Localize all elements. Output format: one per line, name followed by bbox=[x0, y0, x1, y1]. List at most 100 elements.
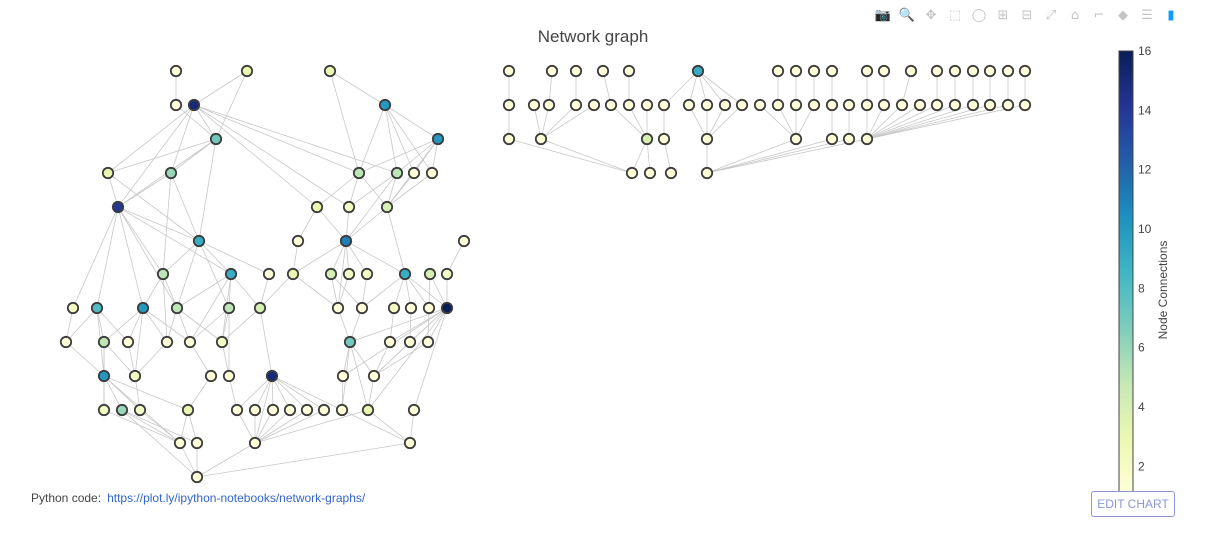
graph-node bbox=[983, 98, 997, 112]
colorbar: 2 4 6 8 10 12 14 16 bbox=[1118, 44, 1152, 497]
graph-node bbox=[164, 166, 178, 180]
edit-chart-button[interactable]: EDIT CHART bbox=[1091, 491, 1175, 517]
graph-edge bbox=[162, 172, 172, 275]
graph-edge bbox=[697, 70, 726, 106]
lasso-select-icon[interactable]: ◯ bbox=[971, 7, 987, 23]
graph-node bbox=[421, 335, 435, 349]
graph-node bbox=[596, 64, 610, 78]
graph-edge bbox=[117, 206, 144, 309]
spike-lines-icon[interactable]: ⌐ bbox=[1093, 7, 1105, 23]
graph-node bbox=[657, 132, 671, 146]
graph-edge bbox=[107, 104, 195, 174]
graph-edge bbox=[117, 206, 232, 275]
graph-edge bbox=[189, 273, 232, 343]
plotly-logo-icon[interactable]: ▮ bbox=[1167, 7, 1175, 23]
graph-node bbox=[682, 98, 696, 112]
graph-node bbox=[771, 98, 785, 112]
graph-edge bbox=[162, 240, 200, 275]
graph-node bbox=[97, 403, 111, 417]
graph-node bbox=[286, 267, 300, 281]
graph-edge bbox=[193, 104, 360, 174]
colorbar-title: Node Connections bbox=[1156, 240, 1170, 340]
graph-node bbox=[604, 98, 618, 112]
graph-edge bbox=[706, 104, 743, 140]
graph-edge bbox=[198, 240, 270, 275]
graph-node bbox=[527, 98, 541, 112]
graph-edge bbox=[176, 273, 232, 309]
zoom-out-icon[interactable]: ⊟ bbox=[1021, 7, 1033, 23]
graph-edge bbox=[540, 104, 577, 140]
graph-edge bbox=[271, 375, 325, 411]
graph-node bbox=[59, 335, 73, 349]
graph-node bbox=[825, 98, 839, 112]
graph-node bbox=[789, 64, 803, 78]
graph-node bbox=[431, 132, 445, 146]
graph-node bbox=[640, 98, 654, 112]
graph-edge bbox=[373, 341, 429, 377]
colorbar-tick-label: 14 bbox=[1138, 103, 1152, 117]
graph-node bbox=[807, 64, 821, 78]
graph-node bbox=[262, 267, 276, 281]
camera-icon[interactable]: 📷 bbox=[874, 7, 892, 23]
graph-edge bbox=[337, 240, 347, 309]
graph-node bbox=[390, 166, 404, 180]
graph-edge bbox=[72, 206, 119, 309]
graph-node bbox=[224, 267, 238, 281]
graph-node bbox=[789, 132, 803, 146]
colorbar-tick-label: 16 bbox=[1138, 44, 1152, 58]
graph-edge bbox=[96, 307, 129, 343]
graph-node bbox=[300, 403, 314, 417]
graph-edge bbox=[117, 206, 164, 275]
graph-edge bbox=[170, 172, 200, 242]
reset-axes-icon[interactable]: ⌂ bbox=[1070, 7, 1080, 23]
graph-edge bbox=[198, 240, 232, 275]
graph-edge bbox=[254, 375, 273, 411]
graph-node bbox=[407, 403, 421, 417]
graph-edge bbox=[65, 307, 98, 343]
hover-compare-icon[interactable]: ☰ bbox=[1141, 7, 1153, 23]
graph-edge bbox=[193, 104, 217, 140]
graph-node bbox=[502, 64, 516, 78]
graph-node bbox=[204, 369, 218, 383]
graph-edge bbox=[663, 70, 699, 106]
box-select-icon[interactable]: ⬚ bbox=[948, 7, 962, 23]
zoom-in-icon[interactable]: ⊞ bbox=[997, 7, 1009, 23]
graph-edge bbox=[697, 70, 743, 106]
graph-node bbox=[230, 403, 244, 417]
graph-node bbox=[542, 98, 556, 112]
graph-edge bbox=[254, 375, 273, 444]
graph-node bbox=[66, 301, 80, 315]
graph-edge bbox=[386, 172, 433, 208]
graph-node bbox=[342, 200, 356, 214]
hover-closest-icon[interactable]: ◆ bbox=[1118, 7, 1128, 23]
colorbar-tick-label: 4 bbox=[1138, 400, 1145, 414]
graph-node bbox=[422, 301, 436, 315]
footer: Python code: https://plot.ly/ipython-note… bbox=[31, 491, 365, 505]
graph-node bbox=[97, 369, 111, 383]
graph-edge bbox=[427, 307, 448, 343]
zoom-icon[interactable]: 🔍 bbox=[898, 7, 916, 23]
graph-node bbox=[248, 403, 262, 417]
graph-node bbox=[860, 132, 874, 146]
graph-edge bbox=[221, 307, 261, 343]
graph-node bbox=[423, 267, 437, 281]
graph-node bbox=[643, 166, 657, 180]
graph-edge bbox=[179, 442, 198, 478]
graph-node bbox=[1001, 98, 1015, 112]
autoscale-icon[interactable]: ⤢ bbox=[1045, 7, 1057, 23]
graph-node bbox=[115, 403, 129, 417]
graph-edge bbox=[349, 341, 375, 377]
graph-node bbox=[160, 335, 174, 349]
pan-icon[interactable]: ✥ bbox=[925, 7, 937, 23]
graph-node bbox=[190, 470, 204, 484]
graph-node bbox=[825, 132, 839, 146]
graph-edge bbox=[117, 172, 172, 208]
footer-label: Python code: bbox=[31, 491, 102, 505]
colorbar-tick-label: 12 bbox=[1138, 163, 1152, 177]
graph-edge bbox=[389, 307, 448, 343]
graph-edge bbox=[117, 206, 200, 242]
graph-node bbox=[156, 267, 170, 281]
graph-edge bbox=[142, 307, 168, 343]
graph-edge bbox=[688, 104, 708, 140]
python-code-link[interactable]: https://plot.ly/ipython-notebooks/networ… bbox=[107, 491, 366, 505]
